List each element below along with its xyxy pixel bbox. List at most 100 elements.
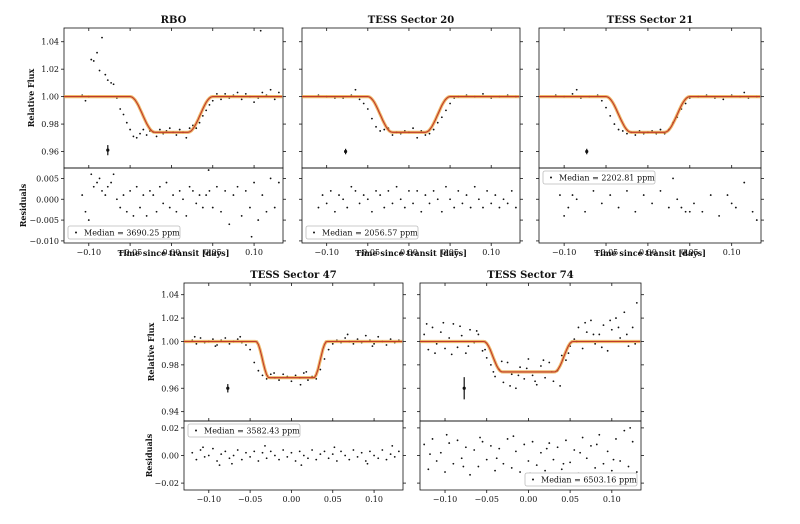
model-band (420, 339, 641, 374)
residual-point (709, 194, 712, 196)
residual-point (274, 454, 276, 457)
flux-point (331, 342, 334, 345)
flux-point (358, 98, 361, 101)
residual-point (416, 190, 419, 192)
xaxis-label: Time since transit [days] (118, 248, 230, 258)
residual-point (634, 210, 637, 213)
residual-point (486, 190, 488, 192)
legend-marker (550, 176, 552, 179)
residual-point (559, 194, 561, 196)
residual-point (344, 454, 347, 457)
residual-point (373, 454, 375, 457)
residual-point (207, 454, 210, 457)
residual-point (207, 169, 210, 171)
flux-point (98, 69, 101, 72)
xtick-label: −0.10 (197, 495, 222, 504)
flux-point (168, 127, 171, 130)
flux-point (212, 338, 214, 341)
legend-marker (313, 231, 315, 234)
flux-point (240, 98, 243, 101)
residual-point (317, 206, 320, 209)
residual-point (383, 206, 386, 209)
residual-point (191, 451, 194, 454)
residual-point (734, 206, 737, 209)
residual-point (548, 442, 551, 444)
residual-point (506, 202, 509, 205)
flux-point (623, 311, 626, 314)
residual-point (199, 449, 202, 451)
residual-point (562, 462, 565, 465)
residual-point (432, 190, 435, 192)
residual-axes-frame (63, 167, 284, 244)
residual-point (629, 427, 632, 429)
flux-point (517, 374, 520, 377)
flux-point (477, 333, 480, 336)
flux-point (371, 345, 374, 348)
residual-point (327, 457, 330, 460)
flux-point (515, 387, 517, 390)
flux-point (617, 326, 620, 329)
residual-point (642, 194, 645, 196)
flux-point (261, 91, 264, 94)
residual-point (456, 439, 459, 442)
flux-point (602, 324, 605, 327)
flux-point (631, 326, 634, 329)
residual-point (399, 198, 402, 201)
flux-point (389, 338, 392, 341)
residual-point (125, 210, 128, 213)
xtick-label: 0.10 (723, 248, 741, 257)
residual-point (545, 447, 548, 450)
residual-point (228, 457, 231, 460)
flux-point (600, 346, 603, 349)
flux-point (373, 342, 375, 345)
residual-point (215, 185, 218, 188)
flux-point (290, 380, 293, 383)
residual-point (445, 433, 448, 436)
residual-point (282, 449, 285, 451)
residual-point (567, 206, 570, 209)
flux-point (485, 356, 488, 359)
flux-point (245, 344, 247, 346)
residual-point (240, 215, 243, 217)
residual-point (101, 190, 103, 192)
flux-point (356, 338, 359, 341)
flux-point (215, 92, 218, 95)
residual-point (240, 458, 243, 461)
flux-point (294, 374, 297, 377)
flux-point (101, 36, 103, 39)
yaxis-label: Relative Flux (26, 69, 36, 128)
ytick-label: 1.00 (161, 337, 179, 346)
residual-point (375, 190, 377, 192)
panel-title: TESS Sector 47 (250, 270, 336, 281)
flux-point (201, 114, 204, 117)
flux-point (385, 344, 388, 346)
flux-point (444, 347, 446, 350)
flux-point (534, 380, 536, 383)
flux-point (416, 136, 419, 139)
flux-point (540, 365, 542, 367)
residual-point (571, 194, 574, 196)
residual-point (579, 451, 582, 454)
flux-point (617, 128, 620, 131)
residual-point (535, 464, 538, 467)
residual-point (335, 460, 338, 462)
flux-point (573, 338, 576, 341)
residual-point (290, 451, 293, 454)
flux-point (253, 361, 256, 364)
residual-point (565, 439, 567, 442)
xtick-label: −0.05 (594, 248, 619, 257)
residual-point (743, 181, 746, 184)
flux-point (609, 114, 612, 117)
residual-point (371, 210, 373, 213)
residual-point (352, 449, 355, 451)
residual-point (584, 210, 586, 213)
residual-point (106, 185, 109, 188)
flux-point (383, 128, 386, 131)
residual-point (544, 469, 546, 472)
flux-point (208, 103, 211, 106)
flux-point (494, 375, 496, 378)
residual-point (730, 202, 733, 205)
residual-point (201, 206, 204, 209)
yaxis-label: Relative Flux (146, 323, 156, 382)
flux-point (510, 373, 513, 376)
